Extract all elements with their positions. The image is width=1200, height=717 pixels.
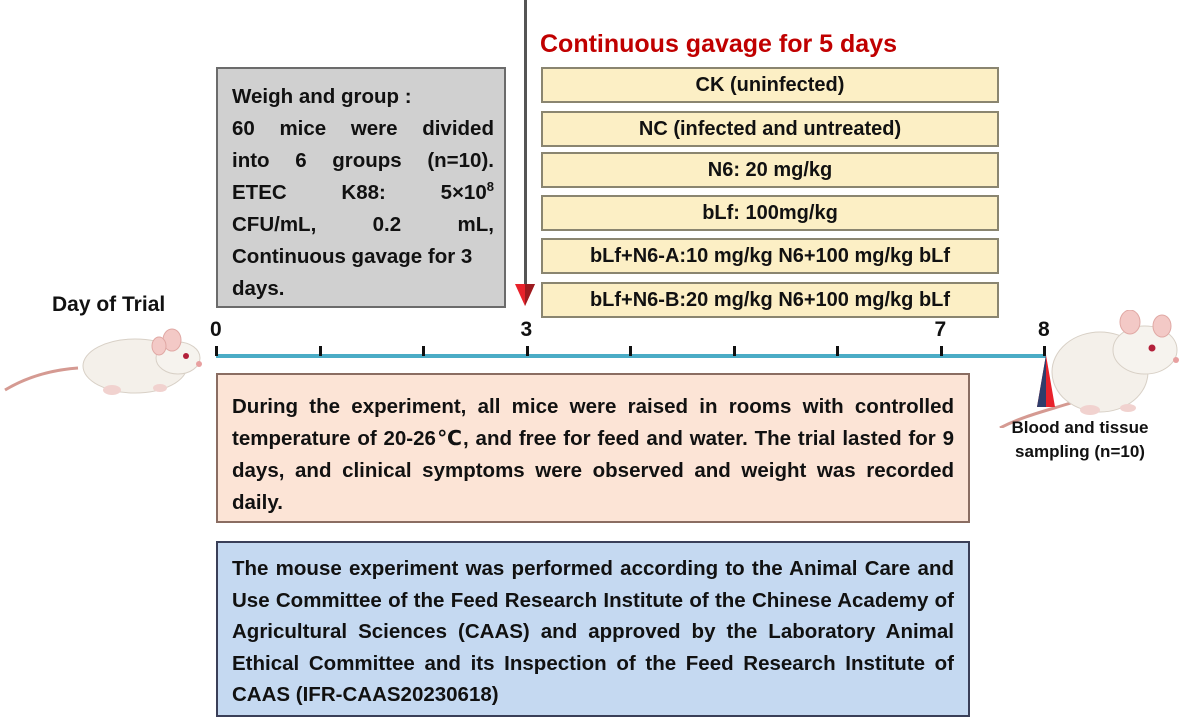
- weigh-line-4: CFU/mL, 0.2 mL,: [232, 209, 494, 241]
- group-box-nc: NC (infected and untreated): [541, 111, 999, 147]
- timeline-tick: [939, 346, 943, 356]
- weigh-word: mice: [279, 117, 327, 140]
- group-box-n6: N6: 20 mg/kg: [541, 152, 999, 188]
- weigh-word: days.: [232, 277, 285, 300]
- timeline-tick: [836, 346, 839, 356]
- weigh-word: 6: [295, 149, 307, 172]
- weigh-exponent: 8: [486, 179, 494, 195]
- timeline-tick-label: 0: [210, 318, 222, 341]
- environment-box: During the experiment, all mice were rai…: [216, 373, 970, 523]
- timeline-axis: [216, 354, 1046, 358]
- weigh-word: (n=10).: [427, 149, 494, 172]
- weigh-line-3: ETEC K88: 5×108: [232, 177, 494, 209]
- weigh-word: K88:: [341, 181, 386, 204]
- weigh-title: Weigh and group :: [232, 85, 412, 108]
- gavage-title: Continuous gavage for 5 days: [540, 30, 898, 58]
- group-box-ck: CK (uninfected): [541, 67, 999, 103]
- weigh-word: Continuous gavage for 3: [232, 245, 473, 268]
- group-box-blf-n6-b: bLf+N6-B:20 mg/kg N6+100 mg/kg bLf: [541, 282, 999, 318]
- timeline-tick-label: 8: [1038, 318, 1050, 341]
- sampling-label-line: Blood and tissue: [1011, 418, 1149, 437]
- weigh-line-1: 60 mice were divided: [232, 113, 494, 145]
- timeline-tick-label: 7: [934, 318, 947, 341]
- weigh-word: were: [350, 117, 398, 140]
- timeline-tick-label: 3: [520, 318, 533, 341]
- mouse-left-illustration: [4, 328, 202, 395]
- gavage-start-line: [524, 0, 527, 290]
- ethics-box: The mouse experiment was performed accor…: [216, 541, 970, 717]
- timeline-tick: [318, 346, 322, 356]
- weigh-word: mL,: [457, 213, 494, 236]
- weigh-dose: 5×108: [440, 179, 494, 204]
- weigh-word: into: [232, 149, 270, 172]
- sampling-label-line: sampling (n=10): [1015, 442, 1145, 461]
- gavage-start-marker: [515, 284, 535, 306]
- weigh-line-6: days.: [232, 273, 494, 305]
- weigh-word: divided: [422, 117, 494, 140]
- mouse-right-illustration: [999, 310, 1179, 428]
- weigh-and-group-box: Weigh and group : 60 mice were divided i…: [216, 67, 506, 308]
- timeline-tick: [629, 346, 632, 356]
- weigh-word: 0.2: [372, 213, 402, 236]
- timeline-tick: [1043, 346, 1046, 356]
- weigh-line-5: Continuous gavage for 3: [232, 241, 494, 273]
- sampling-marker: [1037, 355, 1055, 407]
- weigh-word: 60: [232, 117, 255, 140]
- weigh-line-2: into 6 groups (n=10).: [232, 145, 494, 177]
- weigh-word: groups: [332, 149, 402, 172]
- timeline-tick: [732, 346, 736, 356]
- timeline-tick: [525, 346, 529, 356]
- timeline-tick: [215, 346, 218, 356]
- weigh-word: ETEC: [232, 181, 287, 204]
- group-box-blf-n6-a: bLf+N6-A:10 mg/kg N6+100 mg/kg bLf: [541, 238, 999, 274]
- weigh-word: CFU/mL,: [232, 213, 317, 236]
- timeline-label: Day of Trial: [52, 293, 166, 316]
- group-box-blf: bLf: 100mg/kg: [541, 195, 999, 231]
- timeline-tick: [422, 346, 425, 356]
- sampling-label: Blood and tissue sampling (n=10): [990, 416, 1170, 464]
